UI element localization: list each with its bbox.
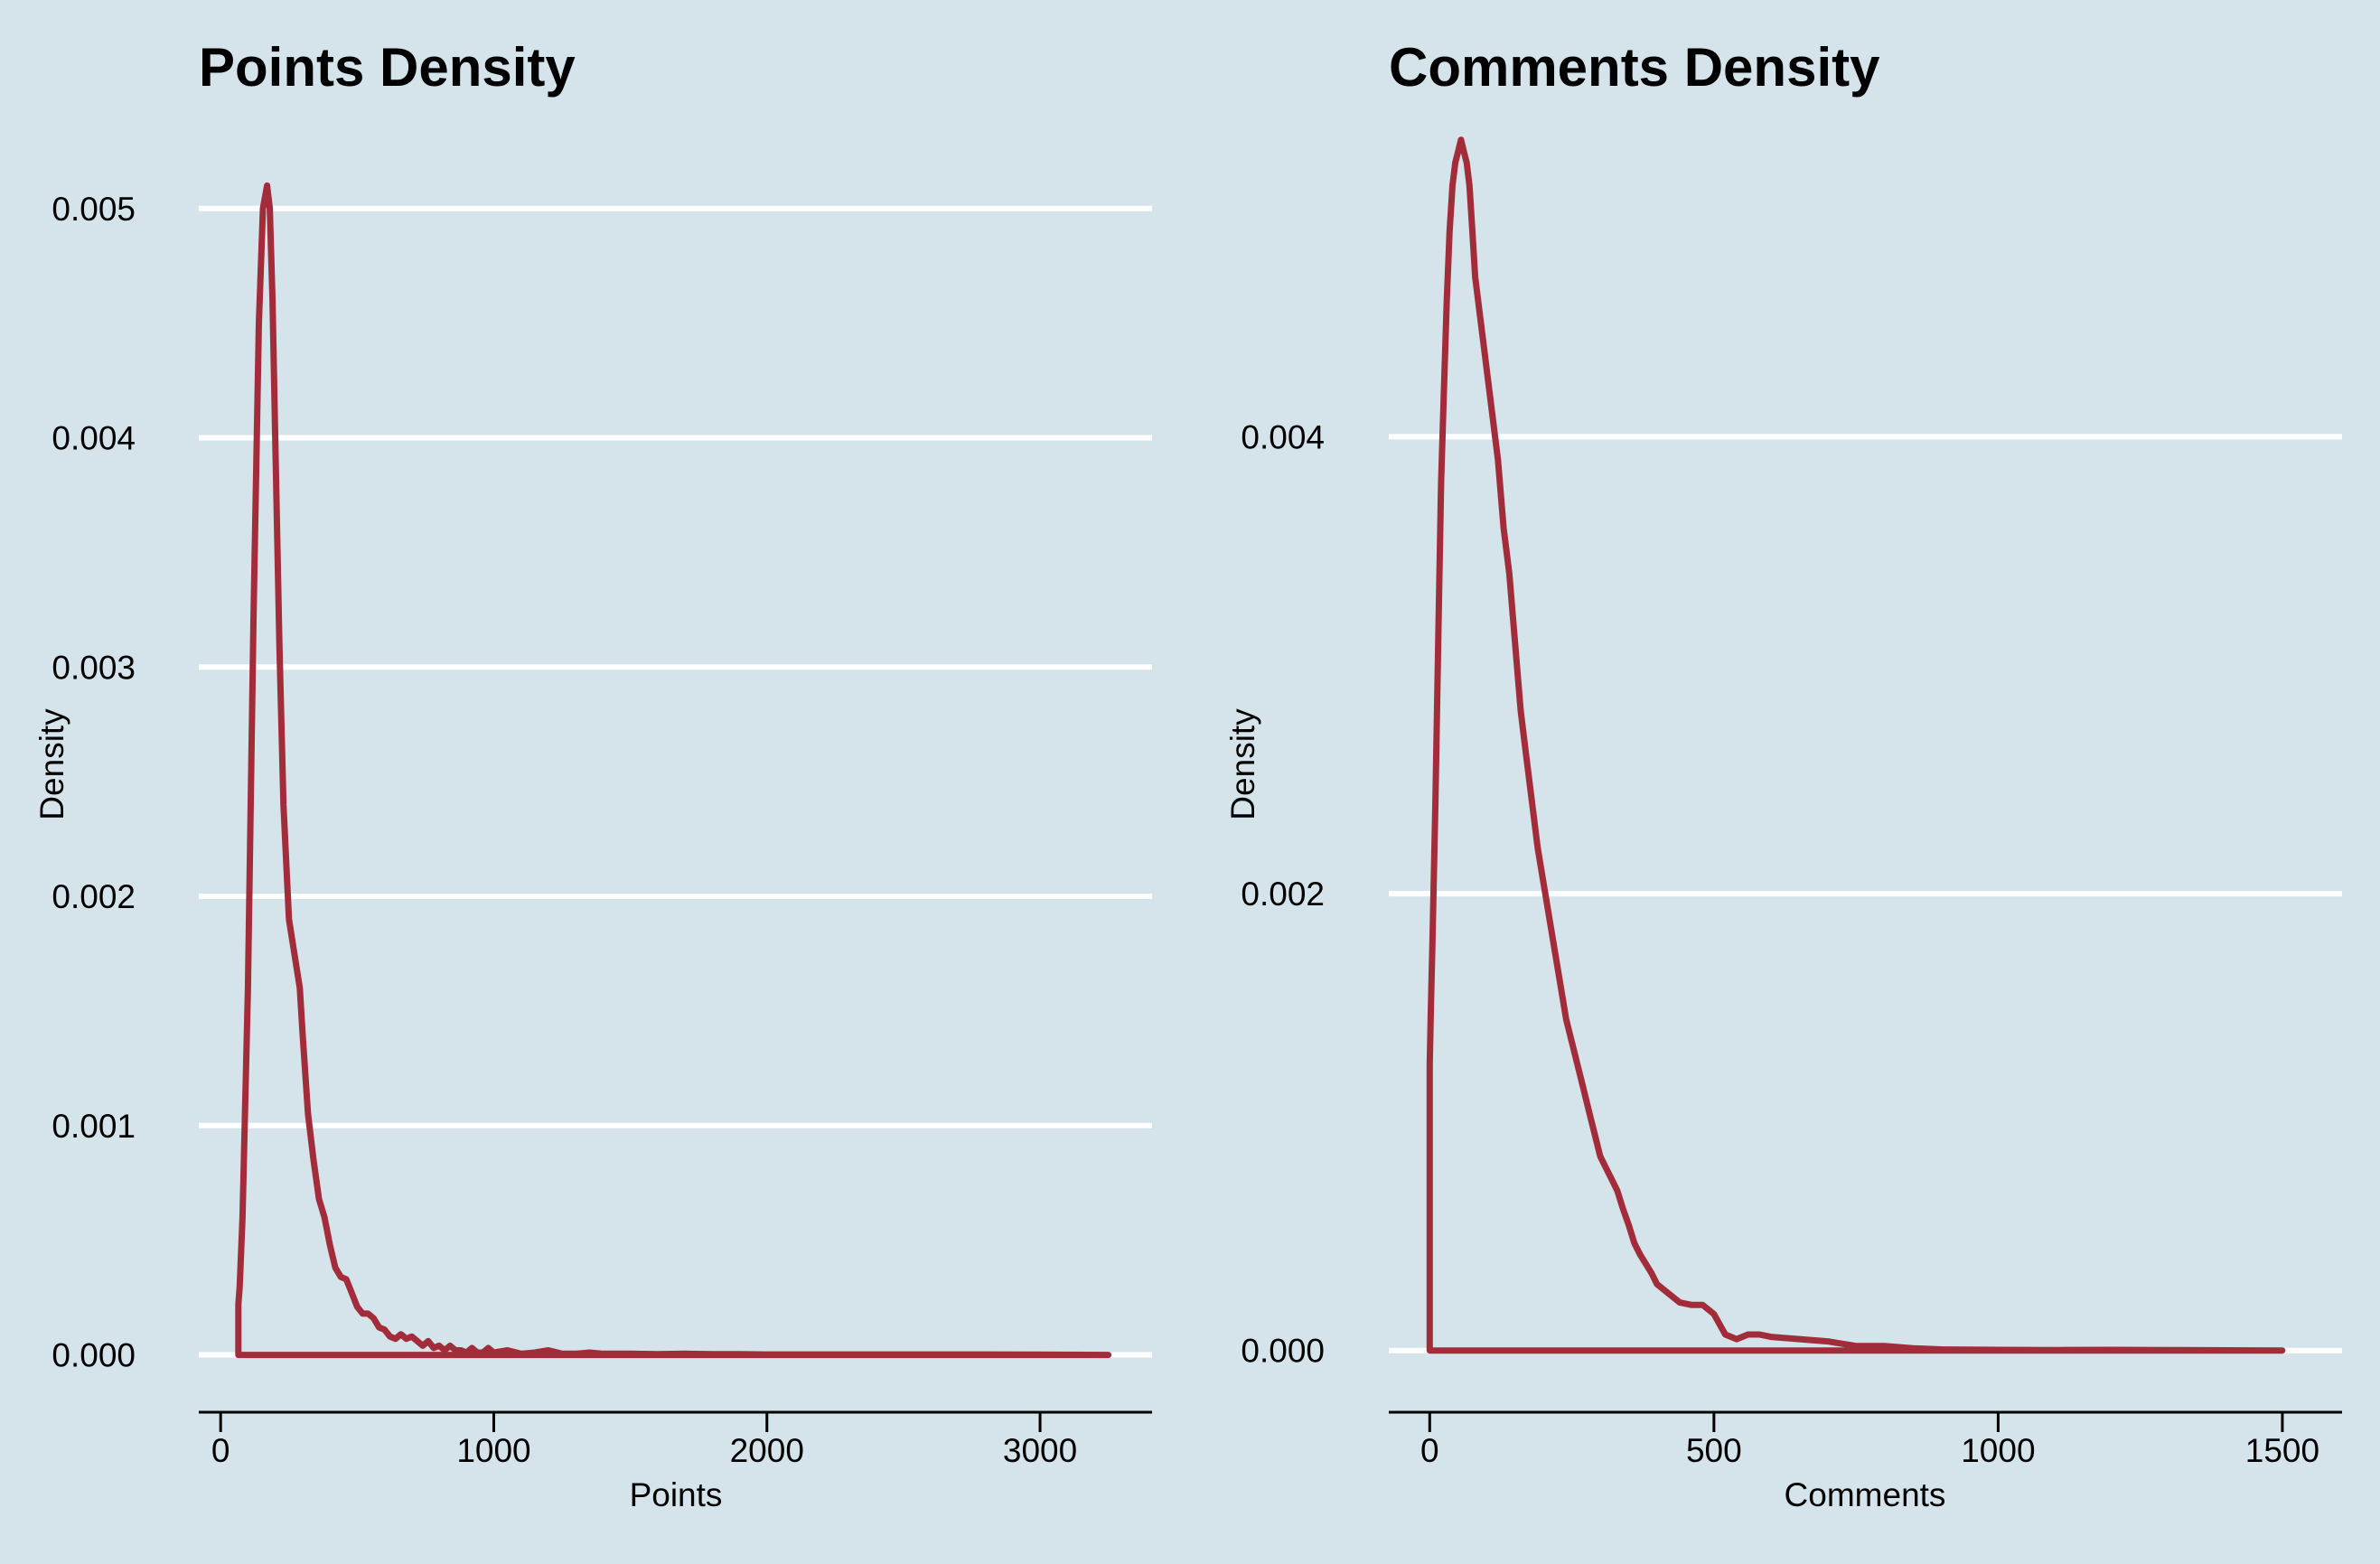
density-curve-comments [1426,136,2286,1354]
y-tick-label: 0.002 [1241,876,1325,913]
y-tick-label: 0.000 [52,1337,136,1374]
comments-density-panel: Comments Density 0.000 0.002 0.004 0 500 100… [1224,37,2342,1513]
x-tick-label: 0 [211,1432,230,1469]
y-tick-label: 0.000 [1241,1333,1325,1370]
y-tick-labels: 0.000 0.001 0.002 0.003 0.004 0.005 [52,191,136,1374]
x-axis-label: Comments [1785,1476,1946,1513]
y-axis-label: Density [1224,708,1261,820]
chart-title: Comments Density [1389,37,1880,98]
x-axis-label: Points [630,1476,723,1513]
x-tick-label: 500 [1686,1432,1742,1469]
x-tick-label: 1000 [456,1432,530,1469]
gridlines [1389,434,2342,1353]
x-ticks: 0 1000 2000 3000 [211,1412,1077,1469]
x-tick-label: 1500 [2245,1432,2319,1469]
y-tick-labels: 0.000 0.002 0.004 [1241,418,1325,1369]
x-tick-label: 1000 [1961,1432,2035,1469]
y-tick-label: 0.002 [52,878,136,915]
y-axis-label: Density [33,708,70,820]
gridlines [199,205,1152,1358]
y-tick-label: 0.001 [52,1108,136,1145]
y-tick-label: 0.004 [52,420,136,457]
points-density-panel: Points Density 0.000 0.001 0.002 0.003 0.004… [33,37,1152,1513]
y-tick-label: 0.005 [52,191,136,228]
density-curve-points [235,182,1112,1359]
y-tick-label: 0.004 [1241,418,1325,455]
x-tick-label: 3000 [1003,1432,1077,1469]
chart-title: Points Density [199,37,576,98]
y-tick-label: 0.003 [52,649,136,686]
x-tick-label: 0 [1420,1432,1439,1469]
x-ticks: 0 500 1000 1500 [1420,1412,2319,1469]
x-tick-label: 2000 [730,1432,804,1469]
